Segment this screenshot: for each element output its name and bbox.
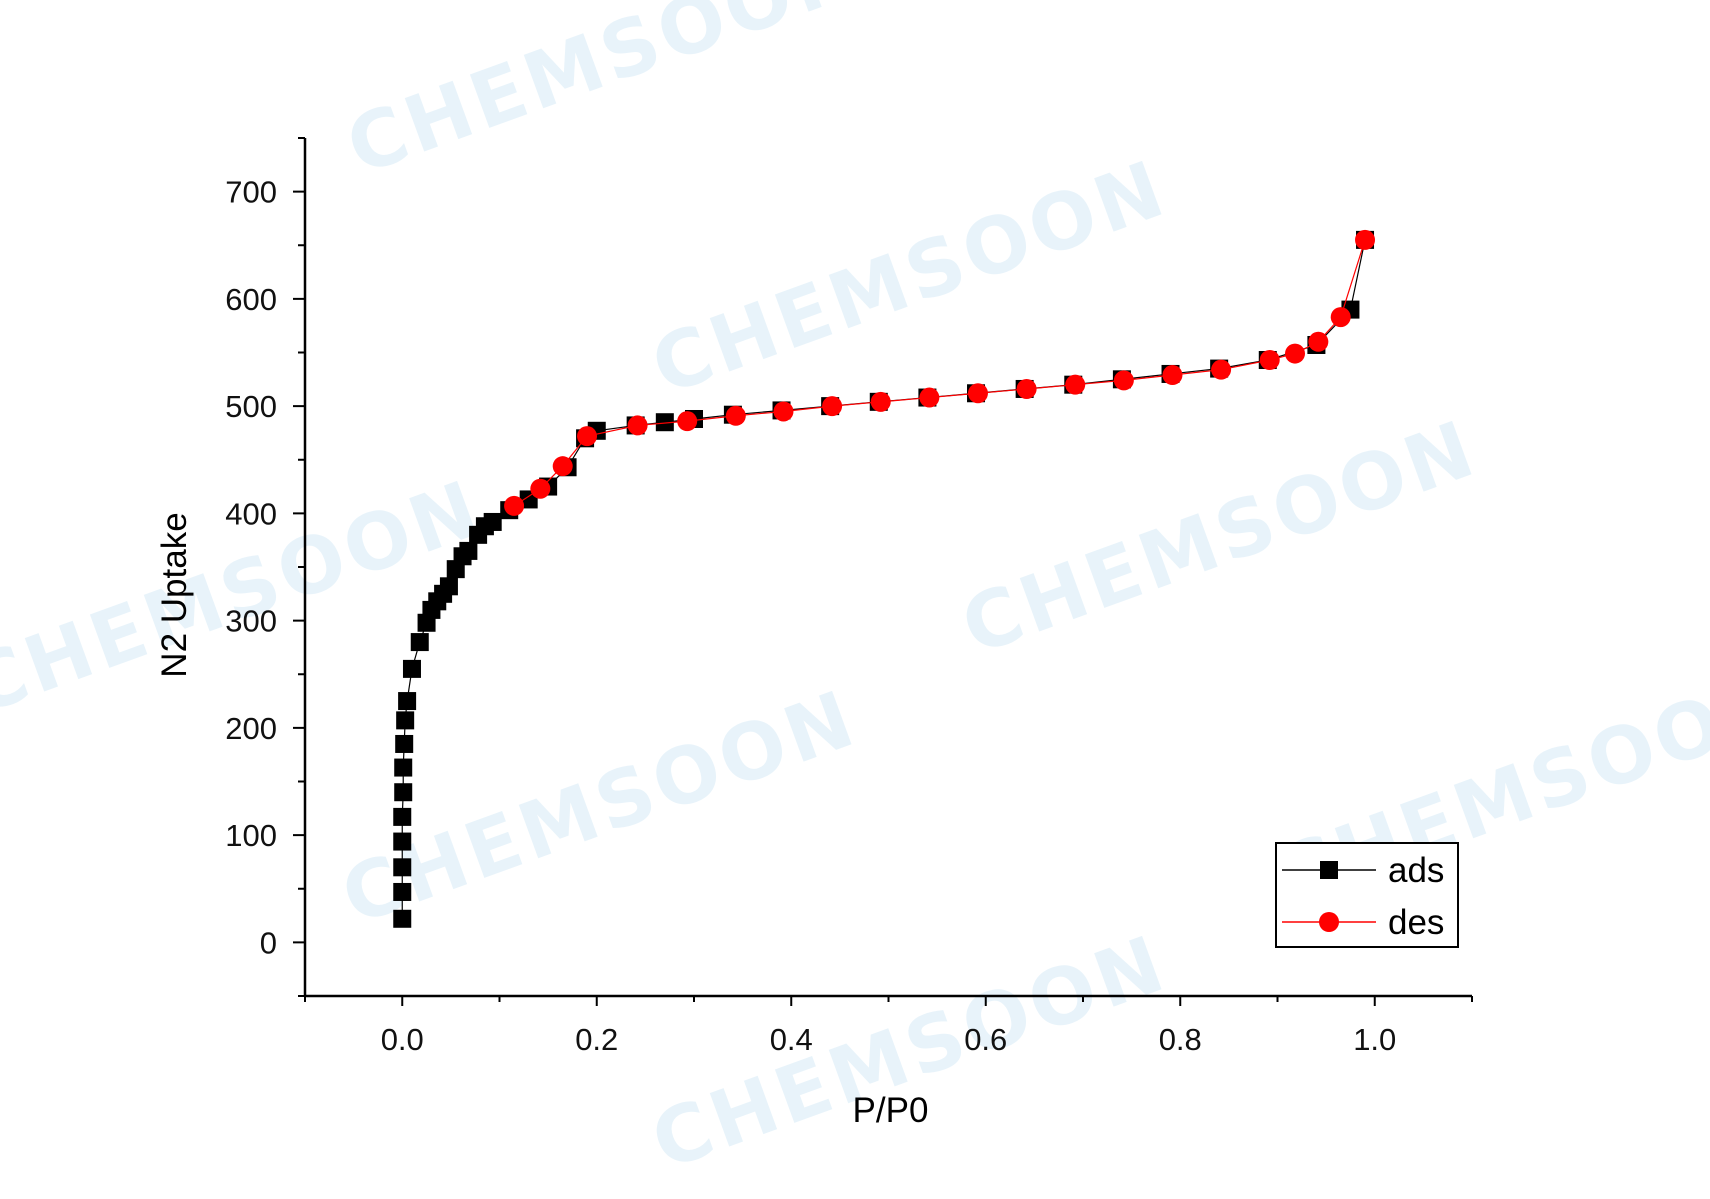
des-marker: [1211, 359, 1232, 380]
des-marker: [1308, 331, 1329, 352]
des-marker: [1113, 370, 1134, 391]
ads-marker: [393, 858, 412, 877]
y-tick-label: 0: [260, 925, 277, 960]
des-marker: [1285, 343, 1306, 364]
x-tick-label: 0.8: [1159, 1022, 1202, 1057]
legend-item-ads: ads: [1282, 851, 1444, 890]
legend-label: ads: [1388, 851, 1444, 890]
des-marker: [577, 426, 598, 447]
ads-marker: [394, 758, 413, 777]
ads-marker: [398, 692, 417, 711]
des-marker: [870, 391, 891, 412]
series-des: [504, 229, 1376, 516]
x-tick-label: 1.0: [1353, 1022, 1396, 1057]
des-marker: [967, 383, 988, 404]
watermark-text: CHEMSOON: [336, 0, 874, 193]
ads-marker: [393, 909, 412, 928]
y-tick-label: 500: [225, 389, 277, 424]
des-marker: [1330, 307, 1351, 328]
des-marker: [1355, 229, 1376, 250]
ads-marker: [393, 832, 412, 851]
des-marker: [552, 456, 573, 477]
y-axis-label: N2 Uptake: [155, 512, 194, 677]
des-marker: [677, 411, 698, 432]
des-marker: [1016, 378, 1037, 399]
des-marker: [919, 387, 940, 408]
legend-box: [1275, 842, 1459, 948]
des-marker: [1259, 350, 1280, 371]
legend-item-des: des: [1282, 903, 1444, 942]
y-tick-label: 100: [225, 818, 277, 853]
y-tick-label: 300: [225, 604, 277, 639]
y-tick-label: 400: [225, 496, 277, 531]
y-tick-label: 200: [225, 711, 277, 746]
ads-marker: [395, 734, 414, 753]
ads-marker: [402, 659, 421, 678]
legend-label: des: [1388, 903, 1444, 942]
y-tick-label: 600: [225, 282, 277, 317]
ads-marker: [394, 783, 413, 802]
des-marker: [725, 405, 746, 426]
des-marker: [1065, 374, 1086, 395]
watermark-text: CHEMSOON: [641, 144, 1179, 413]
ads-marker: [410, 633, 429, 652]
des-marker: [1162, 365, 1183, 386]
ads-marker: [459, 541, 478, 560]
x-tick-label: 0.6: [964, 1022, 1007, 1057]
watermark-text: CHEMSOON: [951, 404, 1489, 673]
des-marker: [504, 495, 525, 516]
series-des-line: [513, 239, 1366, 507]
ads-marker: [393, 807, 412, 826]
ads-marker: [393, 882, 412, 901]
x-tick-label: 0.4: [770, 1022, 813, 1057]
des-marker: [822, 396, 843, 417]
y-tick-label: 700: [225, 175, 277, 210]
legend: ads des: [1275, 842, 1459, 948]
ads-marker: [396, 711, 415, 730]
axes: 0.0 0.2 0.4 0.6 0.8 1.0 0 100 200 300 400 500 600 700…: [155, 137, 1473, 1130]
des-marker: [773, 401, 794, 422]
series-layer: [393, 229, 1376, 928]
x-axis-label: P/P0: [853, 1091, 929, 1130]
ads-marker: [655, 413, 674, 432]
watermark-text: CHEMSOON: [641, 919, 1179, 1188]
ads-marker: [439, 577, 458, 596]
des-marker: [1319, 912, 1339, 932]
x-tick-label: 0.2: [575, 1022, 618, 1057]
ads-marker: [483, 512, 502, 531]
des-marker: [530, 478, 551, 499]
x-tick-label: 0.0: [381, 1022, 424, 1057]
ads-marker: [1320, 861, 1338, 879]
des-marker: [627, 415, 648, 436]
